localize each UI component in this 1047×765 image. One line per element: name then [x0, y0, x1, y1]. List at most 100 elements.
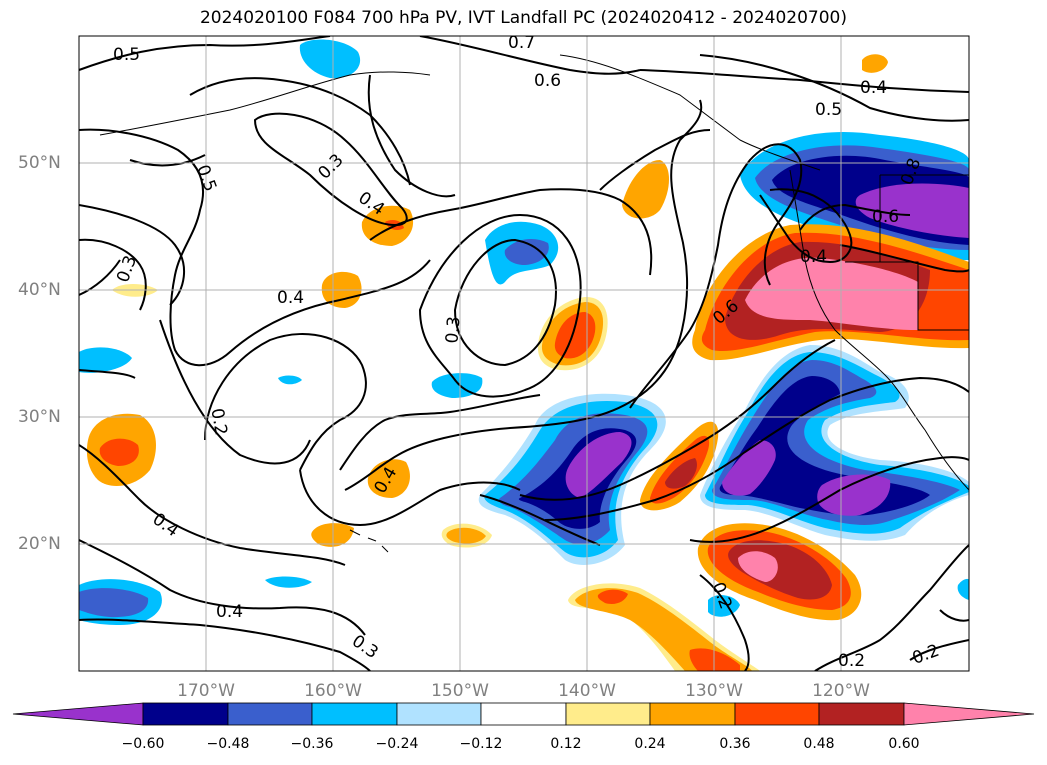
- colorbar-tick-label: 0.24: [634, 736, 666, 752]
- colorbar-tick-label: 0.12: [550, 736, 582, 752]
- contour-line: [839, 244, 969, 273]
- pos-region: [738, 551, 778, 582]
- contour-line: [79, 36, 331, 71]
- lon-label: 170°W: [177, 681, 235, 701]
- pos-region: [554, 312, 596, 359]
- neg-region: [722, 440, 776, 496]
- hawaii: [349, 529, 389, 553]
- contour-line: [909, 639, 969, 661]
- contour-label: 0.5: [815, 100, 842, 120]
- contour-line: [629, 143, 803, 409]
- graticule: [79, 36, 969, 671]
- pos-region: [665, 458, 697, 489]
- contour-line: [79, 539, 366, 636]
- contour-line: [79, 128, 431, 367]
- colorbar-tick-label: 0.60: [888, 736, 920, 752]
- pos-region: [622, 160, 669, 219]
- neg-region: [719, 376, 930, 516]
- lat-label: 20°N: [18, 534, 61, 554]
- contour-label: 0.3: [314, 150, 347, 183]
- contour-label: 0.6: [534, 71, 561, 91]
- pv-contours: [79, 36, 969, 671]
- colorbar-tick-label: −0.48: [206, 736, 250, 752]
- contour-label: 0.3: [442, 316, 464, 345]
- contour-line: [79, 369, 136, 379]
- filled-regions: [79, 39, 969, 671]
- lon-label: 130°W: [685, 681, 743, 701]
- contour-line: [367, 74, 456, 198]
- contour-line: [699, 574, 750, 671]
- colorbar-extend-min: [12, 702, 144, 726]
- colorbar-tick-label: 0.48: [803, 736, 835, 752]
- map-frame-content: 0.5 0.7 0.6 0.4 0.5 0.3 0.5 0.4 0.4 0.8 …: [79, 33, 969, 671]
- contour-label: 0.2: [910, 641, 942, 669]
- neg-region: [957, 578, 969, 600]
- neg-region: [265, 576, 312, 588]
- contour-line: [639, 69, 969, 93]
- colorbar-segment: [142, 702, 229, 726]
- contour-line: [79, 204, 186, 306]
- contour-label: 0.2: [206, 407, 230, 437]
- colorbar-extend-max: [903, 702, 1035, 726]
- contour-line: [599, 129, 711, 191]
- neg-region: [817, 474, 891, 516]
- colorbar-segment: [396, 702, 482, 726]
- contour-label: 0.4: [277, 288, 304, 308]
- colorbar-segment: [311, 702, 398, 726]
- contour-line: [699, 54, 969, 122]
- colorbar-tick-label: −0.24: [375, 736, 419, 752]
- pos-region: [862, 54, 888, 73]
- contour-label: 0.5: [113, 45, 140, 65]
- contour-label: 0.4: [216, 602, 243, 622]
- contour-label: 0.4: [800, 247, 827, 267]
- coastline-west-coast: [789, 169, 969, 491]
- colorbar-segment: [480, 702, 567, 726]
- colorbar-tick-label: −0.12: [459, 736, 503, 752]
- colorbar-segment: [565, 702, 651, 726]
- map-frame: [78, 35, 970, 672]
- neg-region: [299, 39, 361, 79]
- contour-line: [519, 339, 836, 501]
- colorbar-segment: [227, 702, 313, 726]
- coastline-north: [559, 54, 821, 171]
- lon-label: 140°W: [558, 681, 616, 701]
- contour-line: [344, 99, 703, 491]
- pos-region: [745, 257, 918, 330]
- contour-line: [204, 333, 367, 471]
- neg-region: [565, 432, 632, 498]
- pos-region: [689, 648, 740, 671]
- contour-line: [339, 394, 541, 471]
- neg-region: [855, 183, 969, 238]
- contour-line: [79, 238, 147, 311]
- lon-label: 150°W: [431, 681, 489, 701]
- contour-label: 0.3: [113, 253, 141, 285]
- contour-line: [189, 77, 411, 186]
- contour-line: [369, 188, 653, 276]
- lat-label: 50°N: [18, 153, 61, 173]
- contour-line: [814, 544, 969, 671]
- colorbar-segment: [649, 702, 736, 726]
- contour-label: 0.7: [508, 33, 535, 53]
- contour-label: 0.4: [860, 78, 887, 98]
- pos-region: [446, 527, 486, 544]
- colorbar-segment: [818, 702, 905, 726]
- contour-line: [544, 376, 969, 521]
- lat-label: 40°N: [18, 280, 61, 300]
- contour-line: [419, 36, 641, 75]
- contour-label: 0.5: [192, 162, 220, 194]
- contour-line: [418, 213, 582, 398]
- neg-region: [79, 588, 149, 618]
- contour-line: [79, 618, 371, 671]
- lat-label: 30°N: [18, 407, 61, 427]
- lon-label: 160°W: [304, 681, 362, 701]
- plot-title: 2024020100 F084 700 hPa PV, IVT Landfall…: [199, 8, 847, 28]
- contour-label: 0.2: [838, 651, 865, 671]
- contour-line: [129, 154, 206, 167]
- contour-line: [759, 188, 853, 264]
- colorbar-tick-label: −0.36: [290, 736, 334, 752]
- contour-label: 0.6: [872, 207, 899, 227]
- neg-region: [278, 375, 302, 385]
- contour-line: [79, 444, 346, 566]
- contour-line: [799, 203, 911, 231]
- contour-line: [159, 319, 311, 465]
